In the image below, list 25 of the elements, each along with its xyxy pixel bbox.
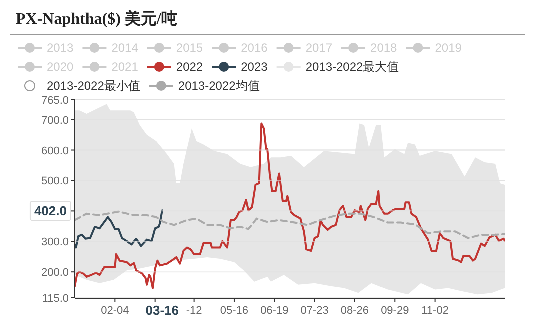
text: 402.0 xyxy=(34,204,67,219)
y-tick-label: 500.0 xyxy=(41,176,69,188)
x-tick-label: 09-29 xyxy=(381,305,410,317)
legend-label: 2013-2022均值 xyxy=(178,79,260,93)
line-series xyxy=(75,210,164,249)
y-tick-label: 300.0 xyxy=(41,236,69,249)
x-tick-label: 11-02 xyxy=(422,305,449,317)
y-tick-label: 765.0 xyxy=(41,95,69,107)
legend-label: 2023 xyxy=(241,60,268,74)
x-tick-label: 06-19 xyxy=(260,305,289,317)
x-tick-label: 02-04 xyxy=(101,305,130,317)
x-tick-label: -12 xyxy=(186,305,202,317)
y-tick-label: 600.0 xyxy=(41,145,69,158)
chart-title: PX-Naphtha($) 美元/吨 xyxy=(16,9,178,28)
legend-label: 2022 xyxy=(176,60,204,74)
x-tick-label: 07-23 xyxy=(300,305,329,317)
text: 03-16 xyxy=(146,303,180,318)
x-tick-label: 05-16 xyxy=(220,305,249,317)
y-tick-label: 700.0 xyxy=(41,114,69,127)
y-tick-label: 115.0 xyxy=(42,293,69,305)
legend-label: 2013-2022最小值 xyxy=(47,79,140,93)
legend-label: 2013-2022最大值 xyxy=(306,60,400,74)
line-series xyxy=(75,210,505,240)
x-tick-label: 08-26 xyxy=(340,305,370,317)
y-tick-label: 200.0 xyxy=(41,267,69,280)
